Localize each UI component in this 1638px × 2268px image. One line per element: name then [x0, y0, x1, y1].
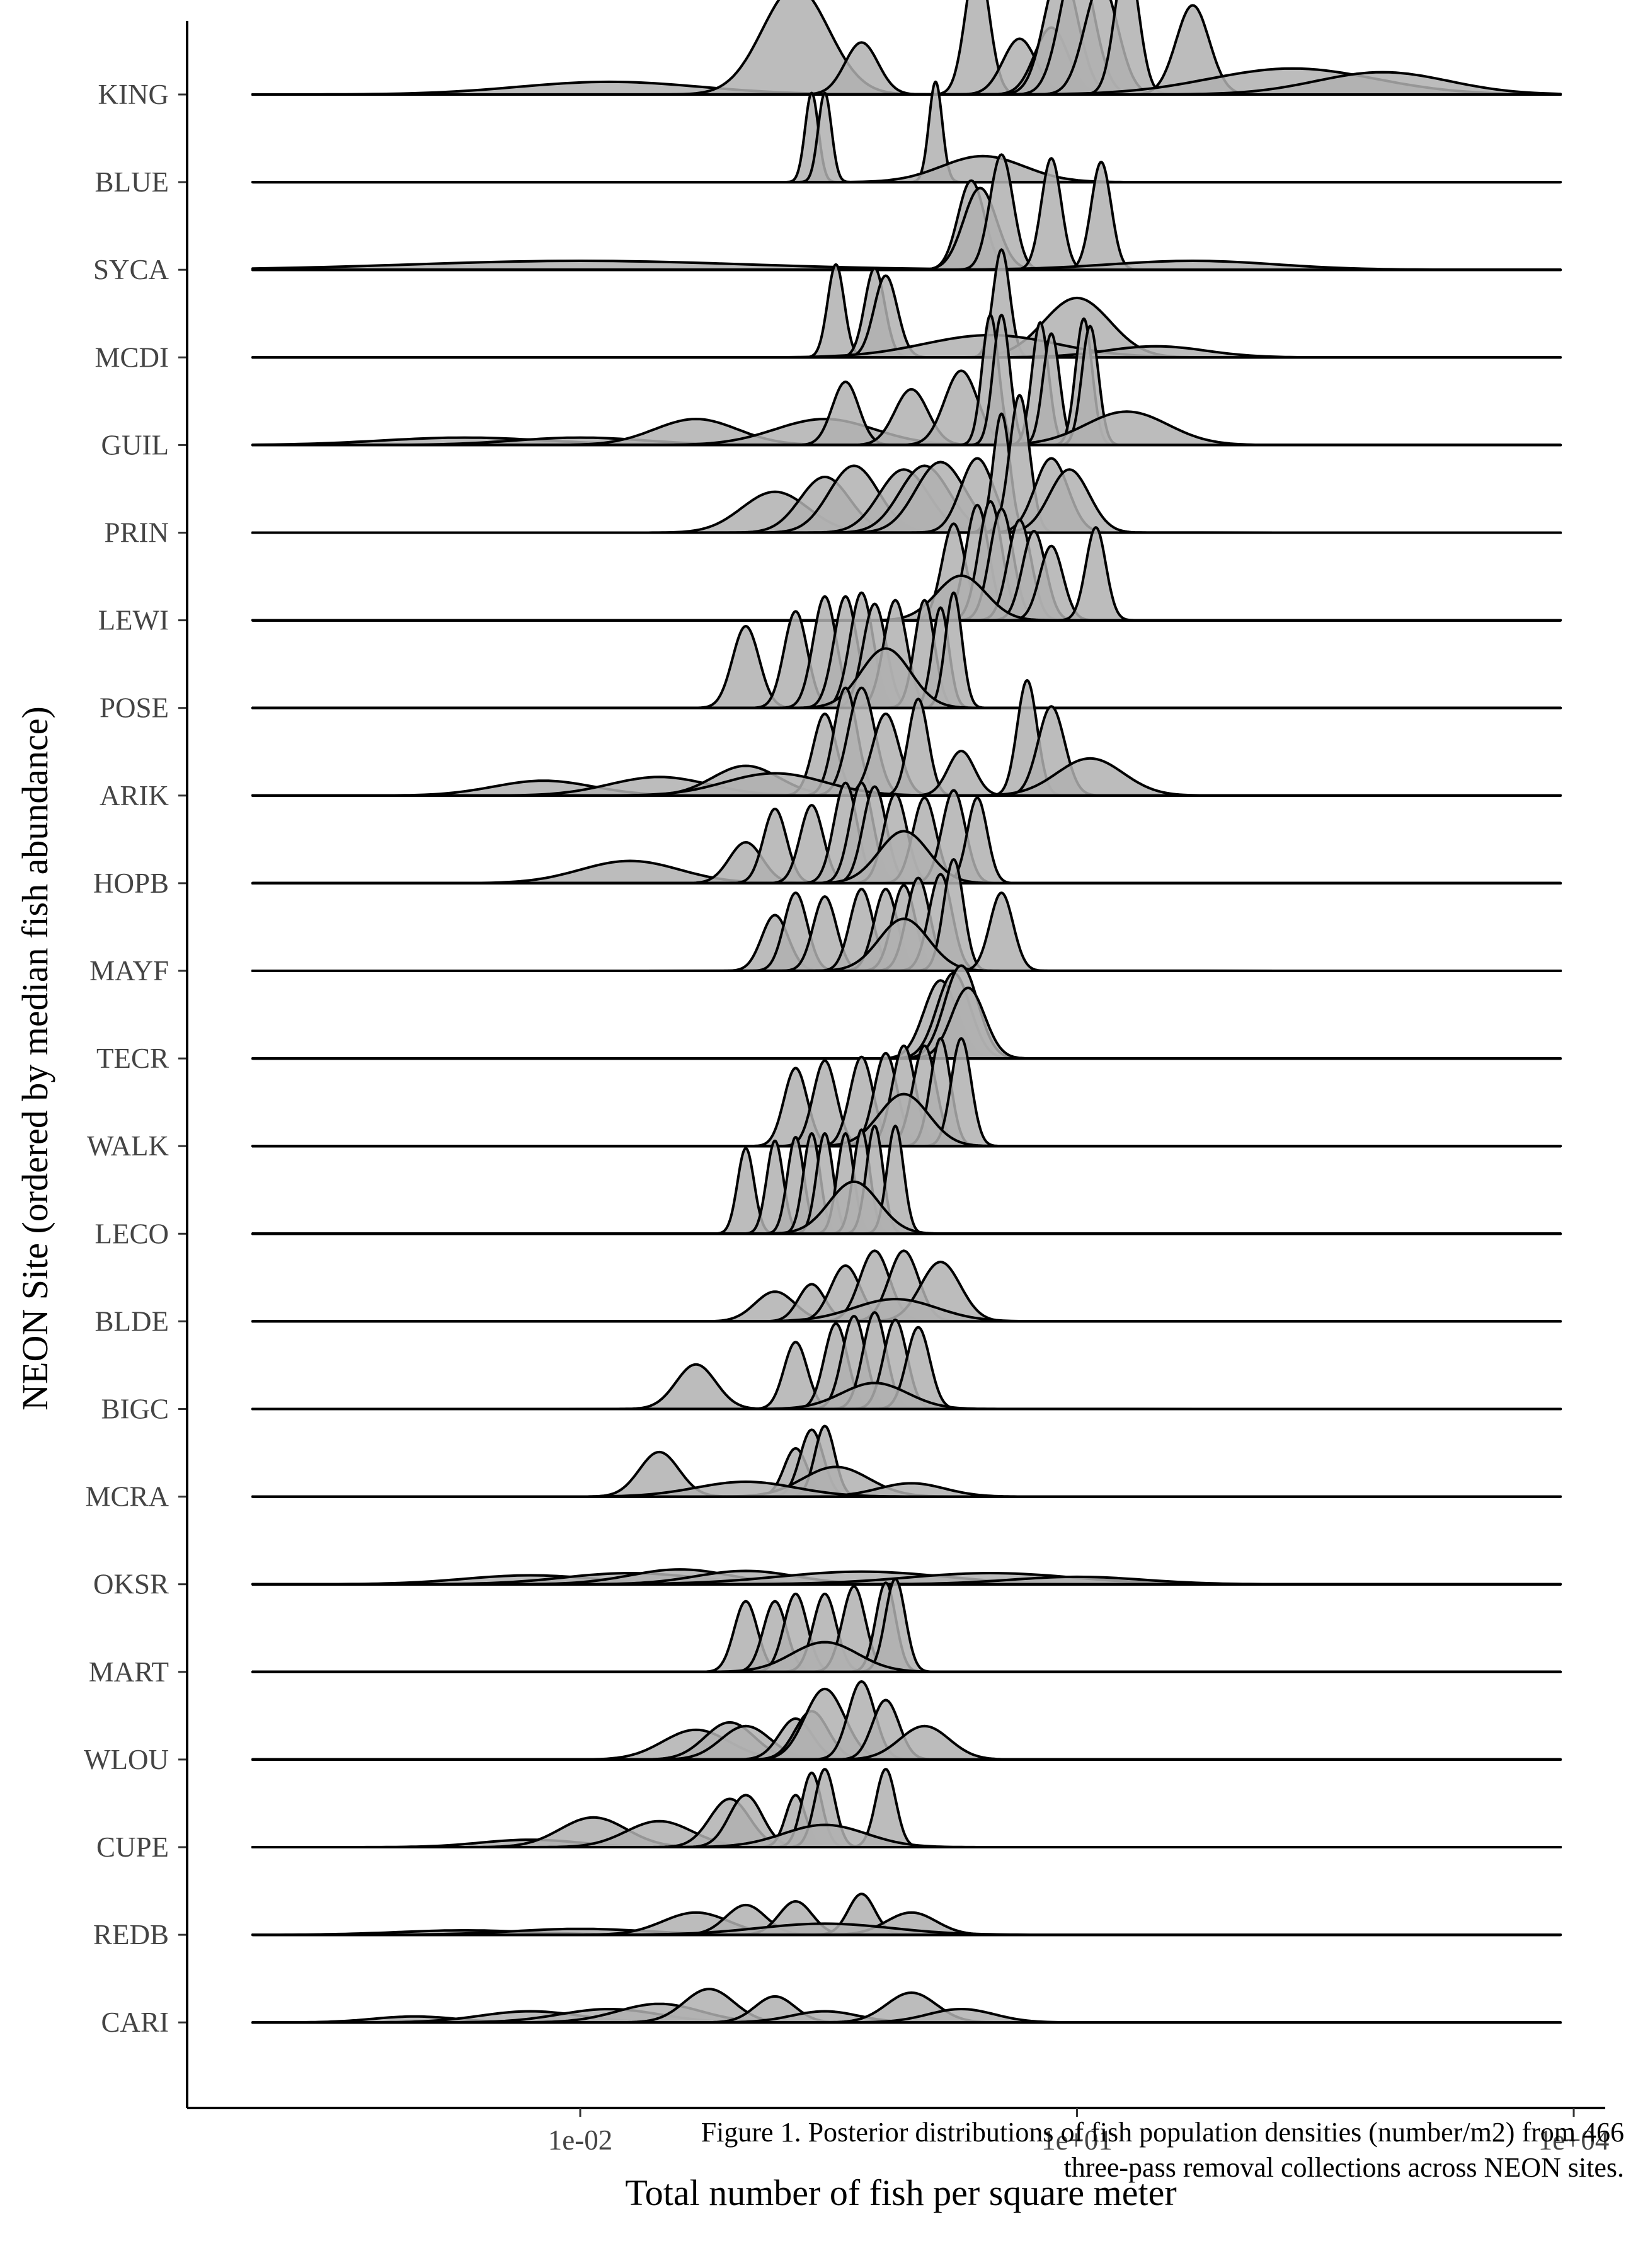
ridge-blde	[251, 1249, 1562, 1323]
density-curve	[251, 1578, 1562, 1673]
site-label: CARI	[101, 2007, 169, 2038]
ridge-mart	[251, 1578, 1562, 1673]
y-axis-title: NEON Site (ordered by median fish abunda…	[14, 706, 55, 1411]
density-curve	[251, 830, 1562, 885]
density-curve	[251, 157, 1562, 272]
ridge-cupe	[251, 1768, 1562, 1848]
caption-line-1: Figure 1. Posterior distributions of fis…	[701, 2117, 1624, 2148]
density-curve	[251, 964, 1562, 1060]
caption-line-2: three-pass removal collections across NE…	[1063, 2152, 1624, 2183]
x-tick-label: 1e-02	[548, 2124, 612, 2156]
site-label: SYCA	[93, 254, 169, 285]
ridge-wlou	[251, 1680, 1562, 1761]
density-curve	[251, 1768, 1562, 1848]
ridge-arik	[251, 679, 1562, 797]
ridge-bigc	[251, 1311, 1562, 1411]
site-label: MAYF	[89, 955, 169, 987]
site-label: TECR	[96, 1043, 169, 1074]
ridge-guil	[251, 313, 1562, 447]
site-label: MCRA	[85, 1481, 169, 1513]
site-label: BLUE	[95, 166, 169, 198]
site-label: LEWI	[98, 605, 169, 636]
density-curve	[251, 91, 1562, 184]
figure-caption: Figure 1. Posterior distributions of fis…	[364, 2115, 1624, 2185]
ridge-blue	[251, 80, 1562, 184]
ridge-king	[251, 0, 1562, 96]
density-curve	[251, 1482, 1562, 1498]
density-curve	[251, 153, 1562, 272]
density-curve	[251, 80, 1562, 184]
site-label: CUPE	[96, 1831, 169, 1863]
ridge-mayf	[251, 858, 1562, 972]
density-curve	[251, 186, 1562, 272]
density-curve	[251, 518, 1562, 622]
density-curve	[251, 522, 1562, 622]
site-label: REDB	[93, 1919, 169, 1950]
site-labels: KING BLUE SYCA MCDI GUIL PRIN LEWI POSE ARIK HOPB…	[84, 79, 169, 2038]
ridge-hopb	[251, 781, 1562, 885]
ridge-pose	[251, 591, 1562, 709]
site-label: GUIL	[101, 429, 169, 461]
site-label: HOPB	[93, 868, 169, 899]
site-label: PRIN	[104, 517, 169, 549]
site-label: BLDE	[95, 1305, 169, 1337]
density-curve	[251, 154, 1562, 184]
ridge-mcdi	[251, 248, 1562, 359]
ridge-syca	[251, 153, 1562, 272]
density-curve	[251, 530, 1562, 622]
site-label: LECO	[95, 1218, 169, 1249]
density-curve	[251, 544, 1562, 622]
density-curve	[251, 179, 1562, 272]
density-curve	[251, 1768, 1562, 1848]
site-label: OKSR	[93, 1569, 169, 1600]
ridge-mcra	[251, 1424, 1562, 1498]
x-tick-label: 1e+04	[1538, 2124, 1610, 2156]
ridge-walk	[251, 1037, 1562, 1148]
site-label: KING	[98, 79, 169, 110]
site-label: MCDI	[94, 341, 169, 373]
density-curve	[251, 91, 1562, 184]
density-curve	[251, 917, 1562, 972]
y-ticks	[178, 93, 187, 2024]
ridge-redb	[251, 1893, 1562, 1937]
density-curve	[251, 971, 1562, 1060]
density-curve	[251, 574, 1562, 622]
site-label: MART	[89, 1656, 169, 1688]
x-tick-label: 1e+01	[1041, 2124, 1113, 2156]
ridge-tecr	[251, 964, 1562, 1060]
density-curve	[251, 1724, 1562, 1761]
density-curve	[251, 1092, 1562, 1148]
ridge-oksr	[251, 1568, 1562, 1586]
ridges-layer	[251, 0, 1562, 2024]
x-ticks: 1e-02 1e+01 1e+04	[548, 2108, 1610, 2156]
density-curve	[251, 526, 1562, 622]
site-label: WALK	[87, 1130, 169, 1162]
density-curve	[251, 1298, 1562, 1323]
x-axis-title: Total number of fish per square meter	[625, 2172, 1176, 2213]
density-curve	[251, 274, 1562, 359]
site-label: BIGC	[101, 1394, 169, 1425]
ridge-leco	[251, 1125, 1562, 1235]
site-label: WLOU	[84, 1744, 169, 1775]
site-label: ARIK	[100, 780, 169, 811]
site-label: POSE	[100, 692, 169, 724]
density-curve	[251, 697, 1562, 797]
ridge-cari	[251, 1988, 1562, 2024]
